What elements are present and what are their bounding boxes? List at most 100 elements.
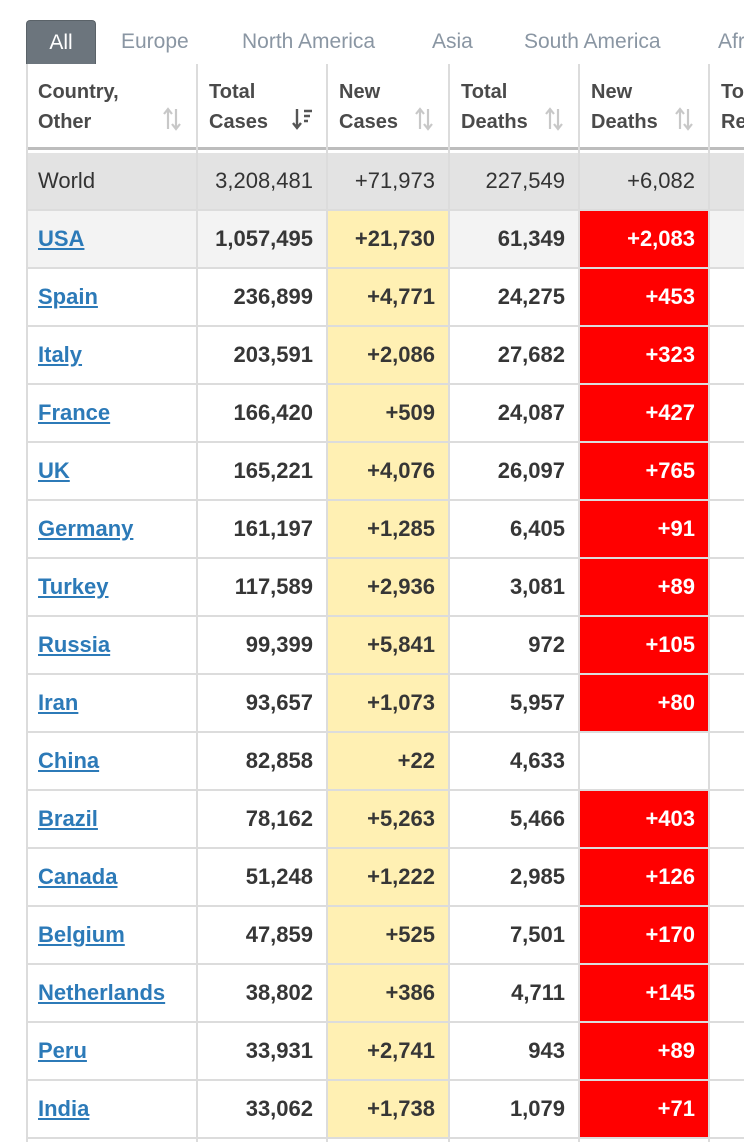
- country-link[interactable]: Canada: [38, 864, 118, 889]
- table-row: Spain 236,899 +4,771 24,275 +453: [26, 269, 744, 327]
- country-link[interactable]: India: [38, 1096, 90, 1121]
- new-deaths-cell: +6,082: [627, 168, 695, 193]
- tab-south-america[interactable]: South America: [524, 30, 661, 53]
- column-divider: [448, 64, 450, 1142]
- tab-north-america[interactable]: North America: [242, 30, 376, 53]
- total-cases-cell: 203,591: [233, 342, 313, 367]
- total-deaths-cell: 943: [528, 1038, 565, 1063]
- country-link[interactable]: Brazil: [38, 806, 98, 831]
- new-deaths-cell: +170: [579, 907, 709, 963]
- new-deaths-cell: +323: [579, 327, 709, 383]
- table-row: Peru 33,931 +2,741 943 +89: [26, 1023, 744, 1081]
- header-label: Total Cases: [209, 81, 268, 133]
- country-link[interactable]: Turkey: [38, 574, 109, 599]
- new-cases-cell: +1,073: [327, 675, 449, 731]
- total-deaths-cell: 7,501: [509, 922, 565, 947]
- country-cell: Peru: [26, 1023, 197, 1079]
- country-link[interactable]: Russia: [38, 632, 111, 657]
- new-cases-cell: +5,263: [327, 791, 449, 847]
- total-cases-cell: 166,420: [233, 400, 313, 425]
- country-cell: World: [26, 153, 197, 209]
- country-link[interactable]: Spain: [38, 284, 98, 309]
- table-row: Netherlands 38,802 +386 4,711 +145: [26, 965, 744, 1023]
- total-deaths-cell: 972: [528, 632, 565, 657]
- sort-desc-icon[interactable]: [291, 107, 313, 131]
- country-link[interactable]: Iran: [38, 690, 79, 715]
- total-deaths-cell: 24,087: [497, 400, 565, 425]
- total-deaths-cell: 5,957: [509, 690, 565, 715]
- new-cases-cell: +386: [327, 965, 449, 1021]
- total-deaths-cell: 1,079: [509, 1096, 565, 1121]
- total-recovered-cell: [709, 1081, 744, 1137]
- total-deaths-cell: 5,466: [509, 806, 565, 831]
- total-cases-cell: 33,931: [245, 1038, 313, 1063]
- total-recovered-cell: [709, 965, 744, 1021]
- total-recovered-cell: [709, 733, 744, 789]
- new-deaths-cell: +427: [579, 385, 709, 441]
- country-cell: UK: [26, 443, 197, 499]
- total-cases-cell: 38,802: [245, 980, 313, 1005]
- country-link[interactable]: Belgium: [38, 922, 125, 947]
- country-link[interactable]: USA: [38, 226, 85, 251]
- tab-europe[interactable]: Europe: [121, 30, 189, 53]
- total-cases-cell: 117,589: [234, 574, 313, 599]
- country-link[interactable]: Netherlands: [38, 980, 166, 1005]
- country-cell: Spain: [26, 269, 197, 325]
- total-recovered-cell: [709, 675, 744, 731]
- country-link[interactable]: Italy: [38, 342, 83, 367]
- total-cases-cell: 1,057,495: [215, 226, 313, 251]
- total-deaths-cell: 24,275: [497, 284, 565, 309]
- total-cases-cell: 51,248: [245, 864, 313, 889]
- sort-arrows-icon[interactable]: [673, 107, 695, 131]
- total-recovered-cell: [709, 385, 744, 441]
- new-deaths-cell: +105: [579, 617, 709, 673]
- header-new-cases[interactable]: New Cases: [327, 64, 449, 150]
- country-cell: Netherlands: [26, 965, 197, 1021]
- new-deaths-cell: +91: [579, 501, 709, 557]
- total-deaths-cell: 2,985: [509, 864, 565, 889]
- header-label: Country, Other: [38, 81, 119, 133]
- country-link[interactable]: Germany: [38, 516, 134, 541]
- header-label: New Deaths: [591, 81, 658, 133]
- sort-arrows-icon[interactable]: [161, 107, 183, 131]
- header-country-other[interactable]: Country, Other: [26, 64, 197, 150]
- total-recovered-cell: [709, 907, 744, 963]
- country-link[interactable]: China: [38, 748, 100, 773]
- country-cell: Canada: [26, 849, 197, 905]
- header-total-cases[interactable]: Total Cases: [197, 64, 327, 150]
- country-cell: USA: [26, 211, 197, 267]
- world-total-row: World 3,208,481 +71,973 227,549 +6,082: [26, 153, 744, 211]
- sort-arrows-icon[interactable]: [543, 107, 565, 131]
- header-new-deaths[interactable]: New Deaths: [579, 64, 709, 150]
- total-cases-cell: 82,858: [245, 748, 313, 773]
- total-recovered-cell: [709, 617, 744, 673]
- new-cases-cell: +22: [327, 733, 449, 789]
- header-total-deaths[interactable]: Total Deaths: [449, 64, 579, 150]
- total-cases-cell: 47,859: [245, 922, 313, 947]
- country-cell: Russia: [26, 617, 197, 673]
- new-cases-cell: +525: [327, 907, 449, 963]
- sort-arrows-icon[interactable]: [413, 107, 435, 131]
- new-deaths-cell: +89: [579, 559, 709, 615]
- tab-asia[interactable]: Asia: [432, 30, 473, 53]
- country-link[interactable]: Peru: [38, 1038, 87, 1063]
- tab-all[interactable]: All: [26, 20, 96, 64]
- table-row: China 82,858 +22 4,633: [26, 733, 744, 791]
- tab-africa[interactable]: Afr: [718, 30, 744, 53]
- total-deaths-cell: 4,711: [511, 980, 565, 1005]
- new-cases-cell: +1,222: [327, 849, 449, 905]
- country-link[interactable]: UK: [38, 458, 70, 483]
- total-cases-cell: 99,399: [245, 632, 313, 657]
- total-recovered-cell: [709, 501, 744, 557]
- total-recovered-cell: [709, 153, 744, 209]
- total-cases-cell: 93,657: [245, 690, 313, 715]
- table-row: Italy 203,591 +2,086 27,682 +323: [26, 327, 744, 385]
- total-cases-cell: 161,197: [233, 516, 313, 541]
- total-recovered-cell: [709, 327, 744, 383]
- table-row: Turkey 117,589 +2,936 3,081 +89: [26, 559, 744, 617]
- country-link[interactable]: France: [38, 400, 111, 425]
- header-total-recovered[interactable]: To Re: [709, 64, 744, 150]
- new-deaths-cell: +145: [579, 965, 709, 1021]
- total-deaths-cell: 27,682: [497, 342, 565, 367]
- total-cases-cell: 165,221: [233, 458, 313, 483]
